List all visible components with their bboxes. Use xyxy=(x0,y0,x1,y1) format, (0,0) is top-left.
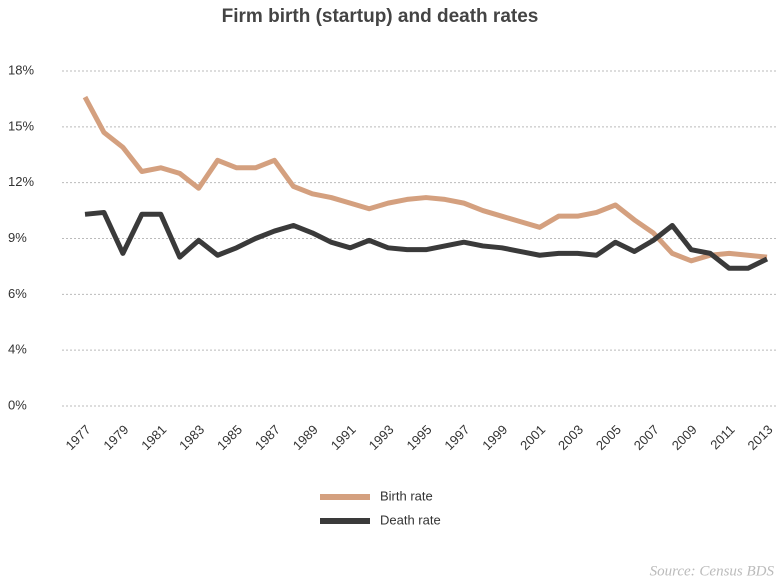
x-tick-label: 2005 xyxy=(593,422,624,453)
x-tick-label: 2007 xyxy=(631,422,662,453)
y-tick-label: 12% xyxy=(8,174,34,189)
legend-label: Death rate xyxy=(380,512,441,527)
legend-label: Birth rate xyxy=(380,488,433,503)
x-tick-label: 1997 xyxy=(441,422,472,453)
y-tick-label: 6% xyxy=(8,286,27,301)
x-tick-label: 2009 xyxy=(669,422,700,453)
y-tick-label: 15% xyxy=(8,118,34,133)
x-tick-label: 1989 xyxy=(290,422,321,453)
source-note: Source: Census BDS xyxy=(650,563,775,579)
x-tick-label: 1981 xyxy=(138,422,169,453)
x-tick-label: 1985 xyxy=(214,422,245,453)
x-tick-label: 2003 xyxy=(555,422,586,453)
x-tick-label: 1983 xyxy=(176,422,207,453)
y-tick-label: 4% xyxy=(8,342,27,357)
x-tick-label: 1979 xyxy=(100,422,131,453)
x-tick-label: 2001 xyxy=(517,422,548,453)
y-tick-label: 18% xyxy=(8,62,34,77)
x-tick-label: 2013 xyxy=(744,422,775,453)
y-tick-label: 0% xyxy=(8,397,27,412)
chart-title: Firm birth (startup) and death rates xyxy=(222,6,539,27)
x-tick-label: 1977 xyxy=(62,422,93,453)
x-tick-label: 2011 xyxy=(707,422,737,452)
x-tick-label: 1999 xyxy=(479,422,510,453)
y-tick-label: 9% xyxy=(8,230,27,245)
series-line xyxy=(82,95,768,264)
series-line xyxy=(84,209,769,271)
x-tick-label: 1995 xyxy=(403,422,434,453)
x-tick-label: 1987 xyxy=(252,422,283,453)
x-tick-label: 1991 xyxy=(328,422,359,453)
x-tick-label: 1993 xyxy=(366,422,397,453)
